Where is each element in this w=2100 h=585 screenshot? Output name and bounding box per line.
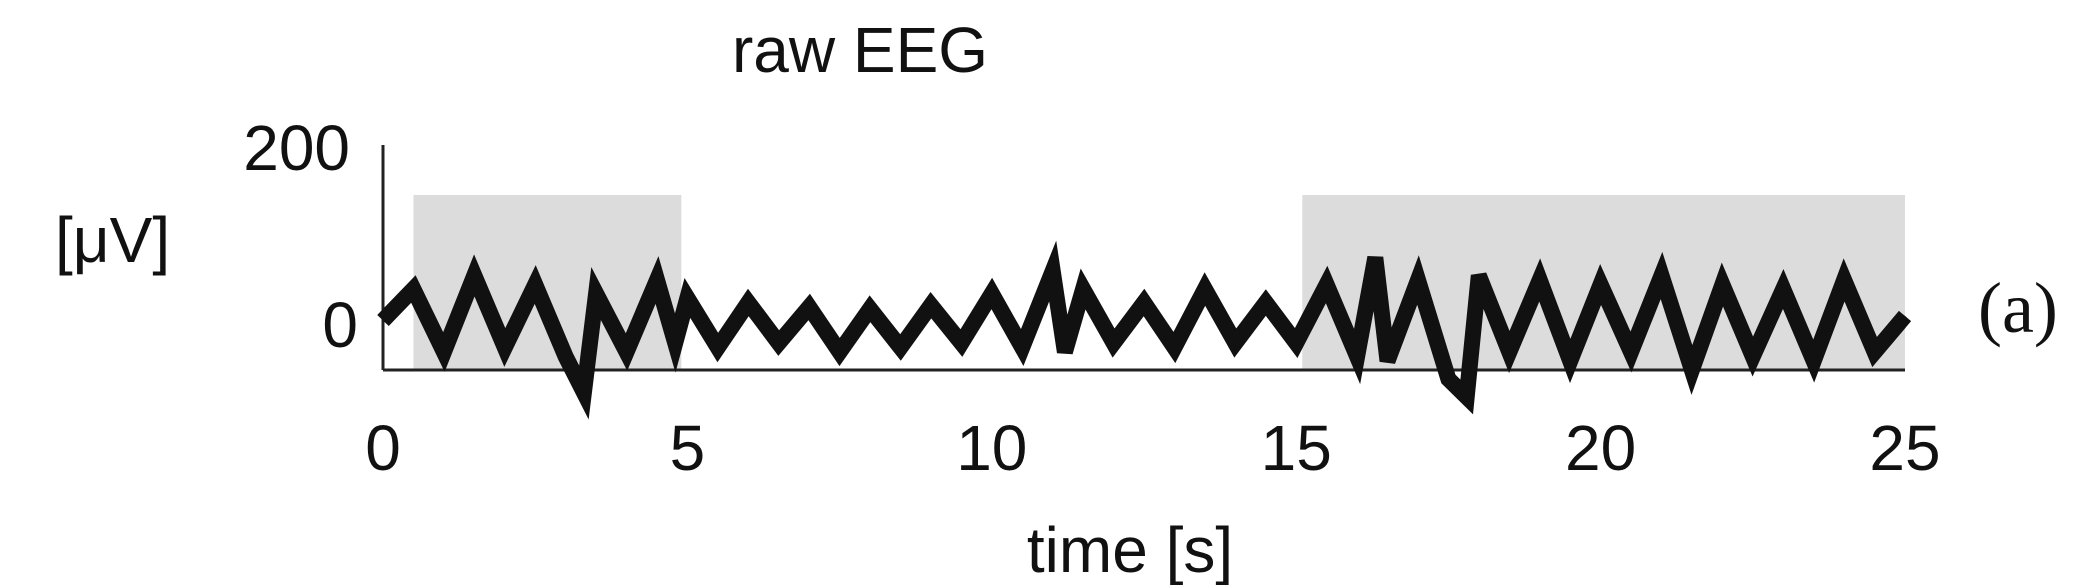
x-tick-label-20: 20 bbox=[1565, 412, 1636, 484]
x-tick-label-25: 25 bbox=[1869, 412, 1940, 484]
y-axis-unit-label: [μV] bbox=[55, 204, 170, 276]
y-tick-labels: 0 bbox=[322, 289, 358, 361]
axes bbox=[381, 145, 1905, 372]
panel-label: (a) bbox=[1978, 268, 2058, 348]
x-tick-label-10: 10 bbox=[956, 412, 1027, 484]
y-axis-max-label: 200 bbox=[243, 112, 350, 184]
x-tick-label-15: 15 bbox=[1261, 412, 1332, 484]
x-tick-label-0: 0 bbox=[365, 412, 401, 484]
y-tick-label-0: 0 bbox=[322, 289, 358, 361]
eeg-trace-spikes-0 bbox=[381, 257, 1907, 402]
chart-title: raw EEG bbox=[732, 14, 988, 86]
eeg-trace-layer bbox=[377, 240, 1912, 420]
x-tick-labels: 0 5 10 15 20 25 bbox=[365, 412, 1940, 484]
x-tick-label-5: 5 bbox=[670, 412, 706, 484]
x-axis-label: time [s] bbox=[1027, 514, 1233, 585]
